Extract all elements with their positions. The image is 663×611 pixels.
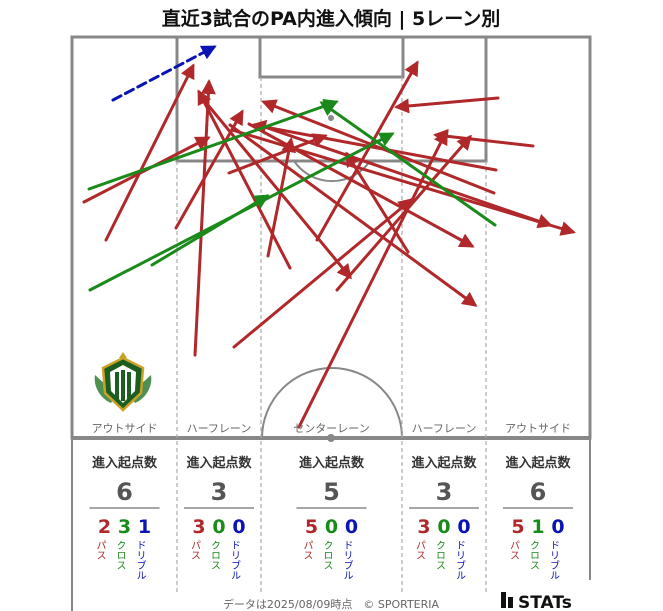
arrow-pass [266,137,297,258]
arrow-dribble [111,45,217,102]
lane-pass-label: パス [414,540,426,560]
lane-dividers [176,77,487,595]
arrow-pass [232,198,414,349]
lane-stat-header: 進入起点数 [92,455,158,471]
lane-label: ハーフレーン [412,422,477,435]
penalty-spot [328,115,334,121]
arrow-pass [433,128,535,148]
lane-total-count: 6 [530,478,547,506]
lane-total-count: 6 [116,478,133,506]
arrow-cross [150,194,270,267]
arrow-pass [251,119,498,172]
brand-logo-bar-icon [501,592,506,608]
arrow-pass [197,89,292,270]
lane-stat-header: 進入起点数 [186,455,252,471]
lane-pass-label: パス [94,540,106,560]
lane-pass-count: 3 [417,516,430,538]
lane-dribble-label: ドリブル [134,540,146,580]
lane-cross-label: クロス [434,540,445,570]
lane-stat-header: 進入起点数 [299,455,365,471]
lane-dribble-count: 0 [232,516,245,538]
arrow-pass [230,128,576,236]
arrow-pass [315,60,419,242]
arrow-pass [227,133,328,175]
entry-arrows [82,45,576,429]
lane-pass-label: パス [508,540,520,560]
goal-area [258,35,405,79]
lane-pass-label: パス [189,540,201,560]
lane-pass-count: 3 [192,516,205,538]
arrow-pass [345,151,410,254]
lane-dribble-count: 0 [551,516,564,538]
lane-dribble-label: ドリブル [341,540,353,580]
lane-stat-header: 進入起点数 [505,455,571,471]
lane-cross-label: クロス [209,540,220,570]
lane-stat-header: 進入起点数 [411,455,477,471]
lane-total-count: 5 [323,478,340,506]
lane-total-count: 3 [436,478,453,506]
brand-logo-bar-icon [508,597,513,608]
lane-pass-count: 2 [98,516,111,538]
team-crest-icon [94,352,152,412]
lane-dribble-label: ドリブル [454,540,466,580]
arrow-pass [201,97,352,280]
lane-dribble-label: ドリブル [229,540,241,580]
arrow-cross [87,98,339,191]
lane-pass-count: 5 [511,516,524,538]
lane-cross-count: 1 [531,516,544,538]
lane-cross-label: クロス [528,540,539,570]
lane-cross-label: クロス [114,540,125,570]
lane-cross-label: クロス [321,540,332,570]
lane-cross-count: 3 [118,516,131,538]
arrow-pass [394,96,500,114]
center-spot [327,434,335,442]
lane-pass-label: パス [301,540,313,560]
lane-label: アウトサイド [505,422,571,435]
arrow-pass [193,79,216,357]
arrow-pass [247,122,475,248]
center-circle [261,367,403,439]
arrow-cross [319,101,497,227]
footer-credit: データは2025/08/09時点 © SPORTERIA [223,597,440,611]
lane-label: アウトサイド [92,422,158,435]
lane-label: センターレーン [293,422,369,435]
lane-cross-count: 0 [437,516,450,538]
arrow-pass [228,123,478,307]
lane-total-count: 3 [211,478,228,506]
lane-dribble-count: 1 [138,516,151,538]
lane-dribble-count: 0 [345,516,358,538]
lane-cross-count: 0 [325,516,338,538]
chart-title: 直近3試合のPA内進入傾向 | 5レーン別 [162,7,501,30]
lane-cross-count: 0 [212,516,225,538]
brand-name: STATs [518,593,572,611]
lane-dribble-label: ドリブル [548,540,560,580]
lane-pass-count: 5 [305,516,318,538]
lane-dribble-count: 0 [457,516,470,538]
brand-logo: STATs [501,592,572,611]
arrow-pass [104,63,195,242]
lane-label: ハーフレーン [187,422,252,435]
